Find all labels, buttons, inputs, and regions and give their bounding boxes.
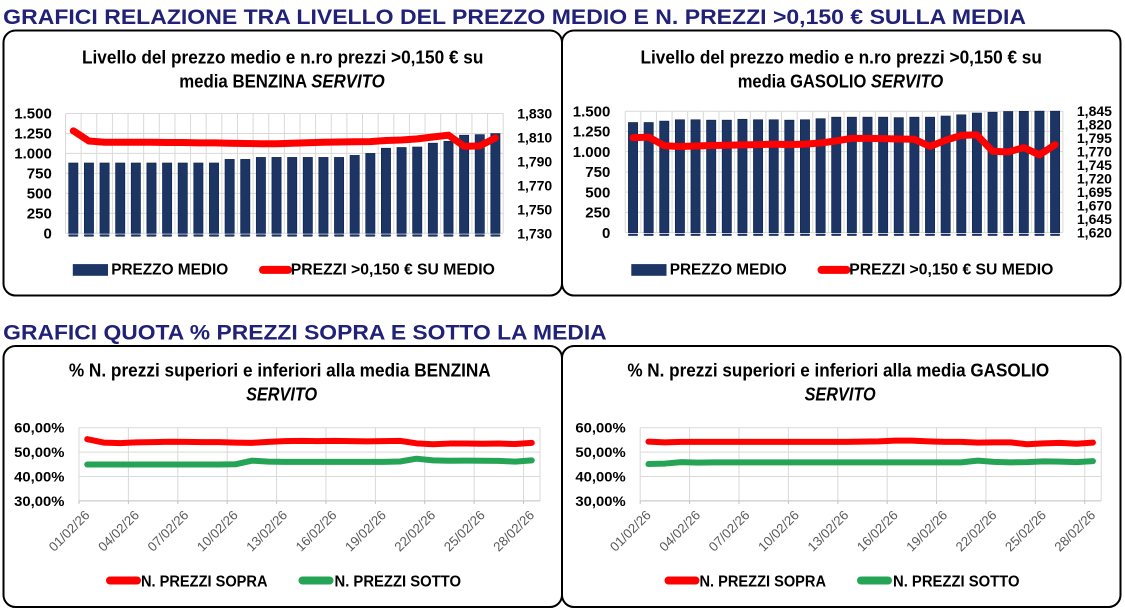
svg-text:60,00%: 60,00% xyxy=(575,420,626,436)
svg-text:1,830: 1,830 xyxy=(517,106,552,122)
svg-text:40,00%: 40,00% xyxy=(14,469,65,485)
svg-text:1,845: 1,845 xyxy=(1077,103,1112,119)
svg-text:% N. prezzi superiori e inferi: % N. prezzi superiori e inferiori alla m… xyxy=(69,361,491,381)
svg-text:1,790: 1,790 xyxy=(517,153,552,169)
svg-text:50,00%: 50,00% xyxy=(14,444,65,460)
svg-text:50,00%: 50,00% xyxy=(575,444,626,460)
svg-text:1,770: 1,770 xyxy=(517,177,552,193)
svg-text:1,770: 1,770 xyxy=(1077,144,1112,160)
svg-text:1.250: 1.250 xyxy=(573,124,611,141)
svg-text:750: 750 xyxy=(585,164,610,181)
svg-text:Livello del prezzo medio e n.r: Livello del prezzo medio e n.ro prezzi >… xyxy=(641,48,1042,68)
svg-text:750: 750 xyxy=(27,166,52,183)
svg-text:1,795: 1,795 xyxy=(1077,130,1112,146)
svg-text:30,00%: 30,00% xyxy=(575,493,626,509)
svg-text:250: 250 xyxy=(27,206,52,223)
svg-text:1,745: 1,745 xyxy=(1077,157,1112,173)
svg-text:N. PREZZI SOPRA: N. PREZZI SOPRA xyxy=(141,574,268,591)
svg-text:1,645: 1,645 xyxy=(1077,211,1112,227)
svg-text:40,00%: 40,00% xyxy=(575,469,626,485)
svg-text:1,820: 1,820 xyxy=(1077,117,1112,133)
svg-text:1,730: 1,730 xyxy=(517,225,552,241)
svg-text:500: 500 xyxy=(27,186,52,203)
svg-text:1.000: 1.000 xyxy=(14,146,52,163)
svg-text:1,720: 1,720 xyxy=(1077,171,1112,187)
svg-text:1,810: 1,810 xyxy=(517,129,552,145)
svg-text:GRAFICI QUOTA % PREZZI SOPRA E: GRAFICI QUOTA % PREZZI SOPRA E SOTTO LA … xyxy=(3,320,607,345)
svg-text:1.500: 1.500 xyxy=(14,106,52,123)
svg-text:% N. prezzi superiori e inferi: % N. prezzi superiori e inferiori alla m… xyxy=(627,361,1049,381)
svg-text:1.250: 1.250 xyxy=(14,126,52,143)
svg-text:0: 0 xyxy=(602,225,610,242)
svg-text:media GASOLIO SERVITO: media GASOLIO SERVITO xyxy=(738,72,944,92)
svg-text:N. PREZZI SOPRA: N. PREZZI SOPRA xyxy=(700,574,827,591)
svg-text:PREZZI >0,150 € SU MEDIO: PREZZI >0,150 € SU MEDIO xyxy=(291,262,495,279)
svg-text:1,670: 1,670 xyxy=(1077,198,1112,214)
svg-text:PREZZI >0,150 € SU MEDIO: PREZZI >0,150 € SU MEDIO xyxy=(849,262,1053,279)
svg-text:Livello del prezzo medio e n.r: Livello del prezzo medio e n.ro prezzi >… xyxy=(82,48,483,68)
svg-text:1,695: 1,695 xyxy=(1077,184,1112,200)
svg-text:PREZZO MEDIO: PREZZO MEDIO xyxy=(111,262,228,279)
svg-text:60,00%: 60,00% xyxy=(14,420,65,436)
svg-text:PREZZO MEDIO: PREZZO MEDIO xyxy=(670,262,787,279)
svg-text:1,620: 1,620 xyxy=(1077,225,1112,241)
svg-text:GRAFICI RELAZIONE TRA LIVELLO: GRAFICI RELAZIONE TRA LIVELLO DEL PREZZO… xyxy=(3,4,1026,29)
svg-text:1.500: 1.500 xyxy=(573,103,611,120)
svg-text:1.000: 1.000 xyxy=(573,144,611,161)
svg-text:media BENZINA SERVITO: media BENZINA SERVITO xyxy=(179,72,385,92)
svg-text:SERVITO: SERVITO xyxy=(805,385,876,405)
svg-text:N. PREZZI SOTTO: N. PREZZI SOTTO xyxy=(893,574,1020,591)
svg-text:SERVITO: SERVITO xyxy=(246,385,317,405)
svg-text:1,750: 1,750 xyxy=(517,201,552,217)
svg-text:250: 250 xyxy=(585,205,610,222)
svg-text:500: 500 xyxy=(585,184,610,201)
svg-text:0: 0 xyxy=(43,226,51,243)
svg-text:30,00%: 30,00% xyxy=(14,493,65,509)
svg-text:N. PREZZI SOTTO: N. PREZZI SOTTO xyxy=(335,574,462,591)
